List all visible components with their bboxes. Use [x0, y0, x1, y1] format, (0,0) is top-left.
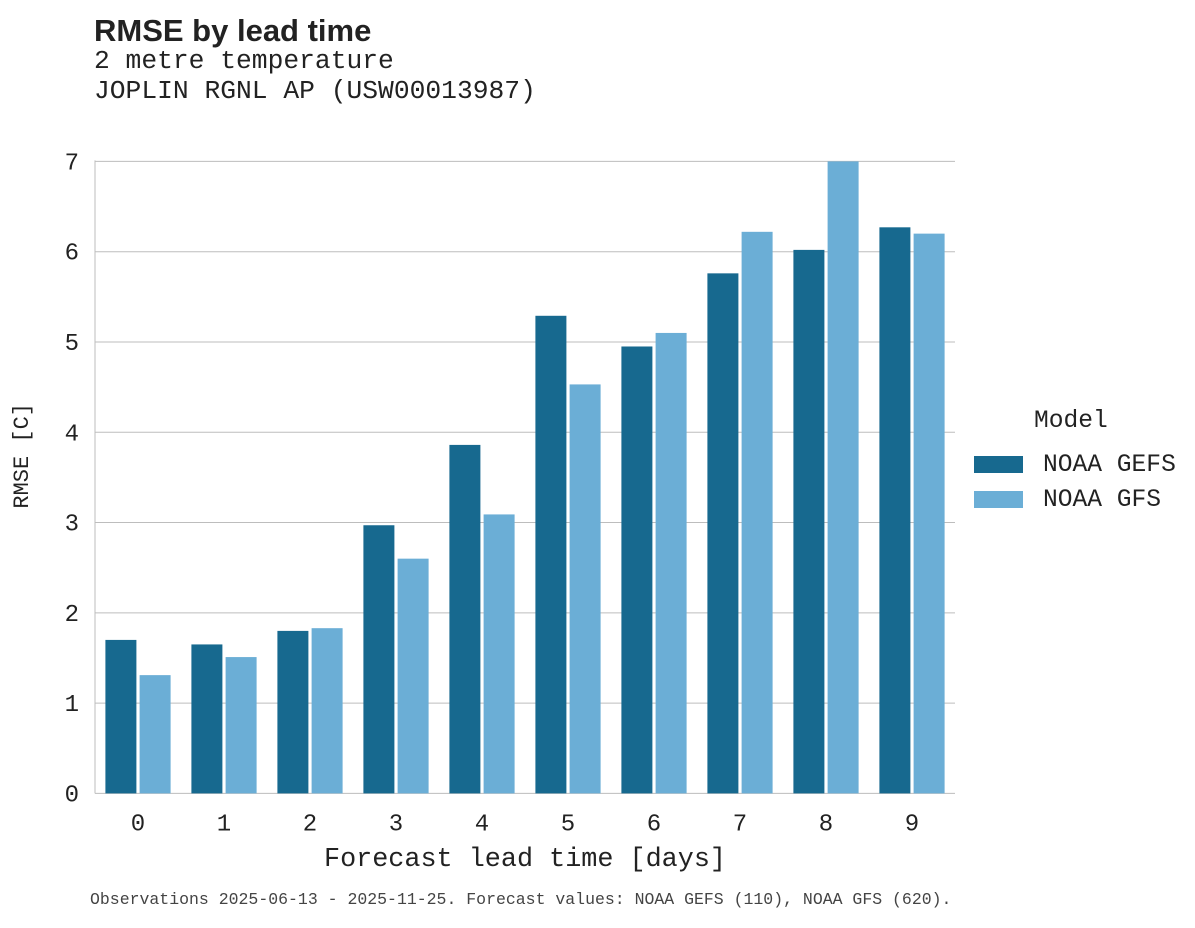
svg-text:7: 7: [65, 150, 79, 177]
svg-text:1: 1: [217, 811, 231, 838]
svg-text:0: 0: [131, 811, 145, 838]
svg-text:3: 3: [389, 811, 403, 838]
svg-text:8: 8: [819, 811, 833, 838]
svg-text:4: 4: [475, 811, 489, 838]
svg-text:2: 2: [65, 602, 79, 629]
svg-text:6: 6: [65, 241, 79, 268]
svg-text:4: 4: [65, 421, 79, 448]
svg-text:1: 1: [65, 692, 79, 719]
svg-text:9: 9: [905, 811, 919, 838]
svg-text:7: 7: [733, 811, 747, 838]
svg-text:0: 0: [65, 782, 79, 809]
svg-text:5: 5: [561, 811, 575, 838]
svg-text:5: 5: [65, 331, 79, 358]
svg-text:3: 3: [65, 512, 79, 539]
svg-text:6: 6: [647, 811, 661, 838]
svg-text:2: 2: [303, 811, 317, 838]
